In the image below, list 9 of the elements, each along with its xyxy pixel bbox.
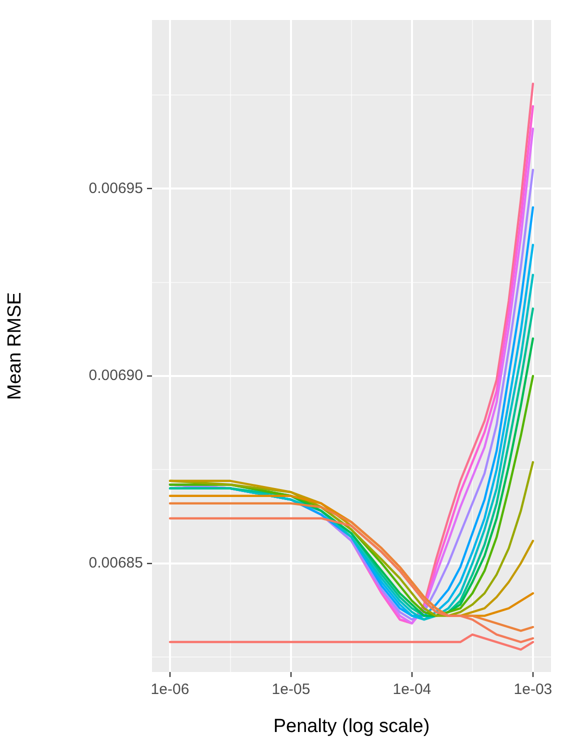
y-axis-title: Mean RMSE xyxy=(4,292,26,400)
x-tick-label: 1e-03 xyxy=(514,681,552,698)
x-tick-label: 1e-05 xyxy=(272,681,310,698)
x-tick-label: 1e-06 xyxy=(150,681,190,698)
y-tick-label: 0.00695 xyxy=(88,180,143,197)
x-axis-title: Penalty (log scale) xyxy=(273,716,430,737)
x-tick-label: 1e-04 xyxy=(392,681,432,698)
y-tick-label: 0.00685 xyxy=(88,554,143,572)
y-tick-label: 0.00690 xyxy=(88,367,143,384)
